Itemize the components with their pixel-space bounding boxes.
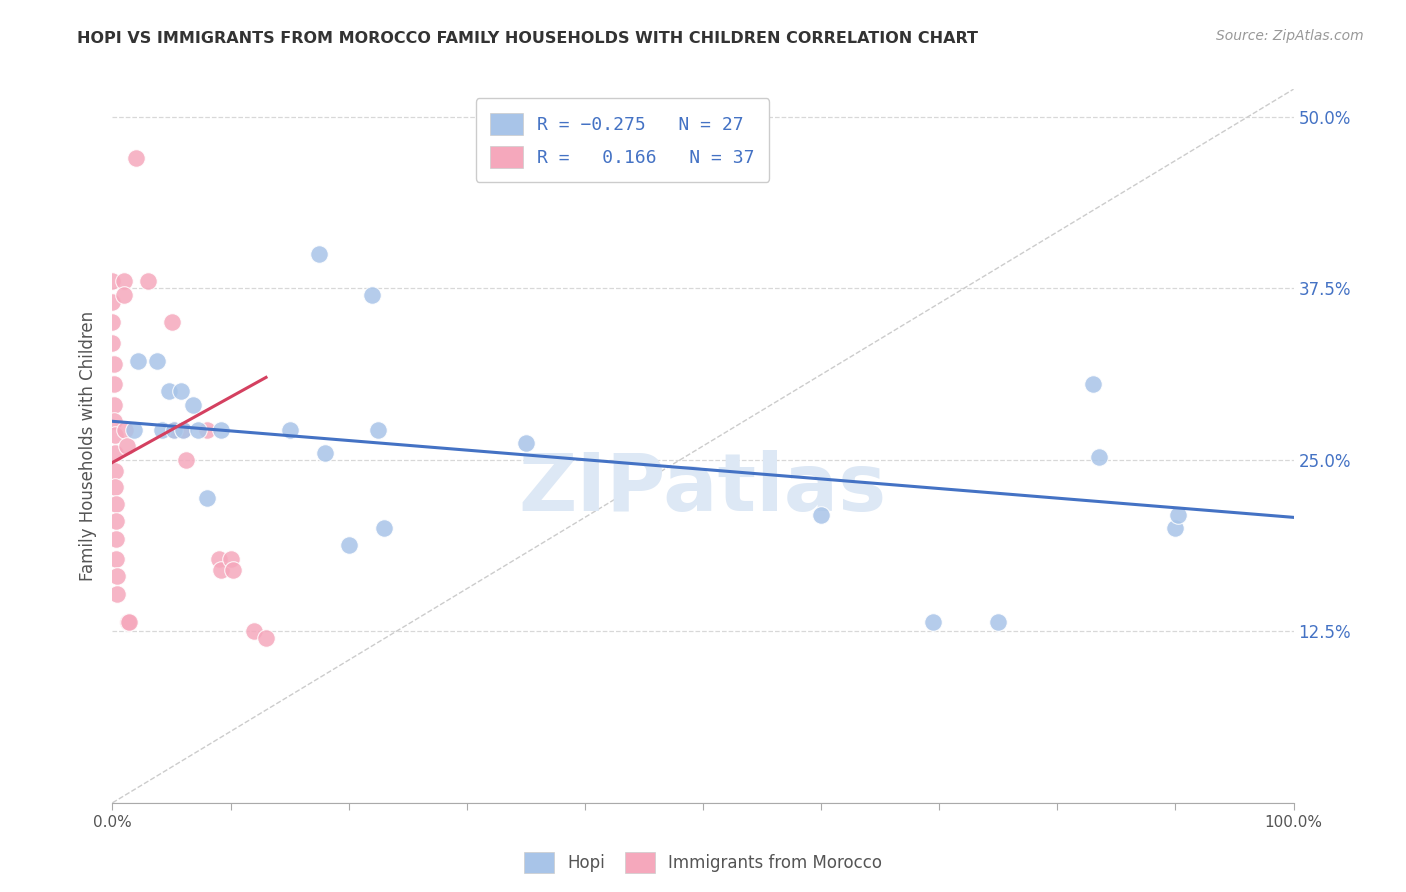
Point bbox=[101, 316, 124, 330]
Point bbox=[810, 508, 832, 522]
Point bbox=[104, 428, 127, 442]
Point bbox=[172, 423, 194, 437]
Point bbox=[160, 316, 183, 330]
Point bbox=[101, 274, 124, 288]
Point bbox=[1164, 521, 1187, 535]
Point bbox=[112, 288, 135, 302]
Point bbox=[114, 423, 136, 437]
Point bbox=[101, 294, 124, 309]
Point bbox=[105, 569, 128, 583]
Point bbox=[150, 423, 173, 437]
Point bbox=[515, 436, 537, 450]
Point bbox=[373, 521, 395, 535]
Point bbox=[172, 423, 194, 437]
Point bbox=[105, 515, 128, 529]
Point bbox=[922, 615, 945, 629]
Point bbox=[208, 551, 231, 566]
Point bbox=[314, 446, 336, 460]
Point bbox=[170, 384, 193, 398]
Point bbox=[103, 377, 125, 392]
Point bbox=[104, 464, 127, 478]
Legend: R = −0.275   N = 27, R =   0.166   N = 37: R = −0.275 N = 27, R = 0.166 N = 37 bbox=[475, 98, 769, 182]
Point bbox=[103, 398, 125, 412]
Point bbox=[987, 615, 1010, 629]
Point bbox=[118, 615, 141, 629]
Point bbox=[104, 480, 127, 494]
Point bbox=[157, 384, 180, 398]
Point bbox=[186, 423, 208, 437]
Point bbox=[105, 497, 128, 511]
Point bbox=[112, 274, 135, 288]
Text: HOPI VS IMMIGRANTS FROM MOROCCO FAMILY HOUSEHOLDS WITH CHILDREN CORRELATION CHAR: HOPI VS IMMIGRANTS FROM MOROCCO FAMILY H… bbox=[77, 31, 979, 46]
Point bbox=[117, 615, 139, 629]
Point bbox=[337, 538, 360, 552]
Point bbox=[1167, 508, 1189, 522]
Point bbox=[104, 446, 127, 460]
Point bbox=[254, 631, 277, 645]
Point bbox=[308, 247, 330, 261]
Point bbox=[195, 491, 218, 505]
Point bbox=[278, 423, 301, 437]
Point bbox=[163, 423, 186, 437]
Point bbox=[361, 288, 384, 302]
Point bbox=[163, 423, 186, 437]
Point bbox=[103, 414, 125, 428]
Point bbox=[125, 151, 148, 165]
Point bbox=[219, 551, 242, 566]
Point bbox=[1081, 377, 1104, 392]
Point bbox=[122, 423, 145, 437]
Point bbox=[222, 562, 245, 576]
Point bbox=[209, 562, 232, 576]
Point bbox=[105, 551, 128, 566]
Legend: Hopi, Immigrants from Morocco: Hopi, Immigrants from Morocco bbox=[517, 846, 889, 880]
Point bbox=[103, 357, 125, 371]
Point bbox=[195, 423, 218, 437]
Point bbox=[105, 533, 128, 547]
Point bbox=[105, 587, 128, 601]
Point bbox=[1087, 450, 1109, 464]
Point bbox=[127, 354, 149, 368]
Point bbox=[101, 336, 124, 351]
Y-axis label: Family Households with Children: Family Households with Children bbox=[79, 311, 97, 581]
Text: Source: ZipAtlas.com: Source: ZipAtlas.com bbox=[1216, 29, 1364, 43]
Point bbox=[115, 439, 138, 453]
Point bbox=[174, 452, 197, 467]
Point bbox=[136, 274, 159, 288]
Point bbox=[367, 423, 389, 437]
Point bbox=[146, 354, 169, 368]
Point bbox=[209, 423, 232, 437]
Text: ZIPatlas: ZIPatlas bbox=[519, 450, 887, 528]
Point bbox=[243, 624, 266, 639]
Point bbox=[181, 398, 204, 412]
